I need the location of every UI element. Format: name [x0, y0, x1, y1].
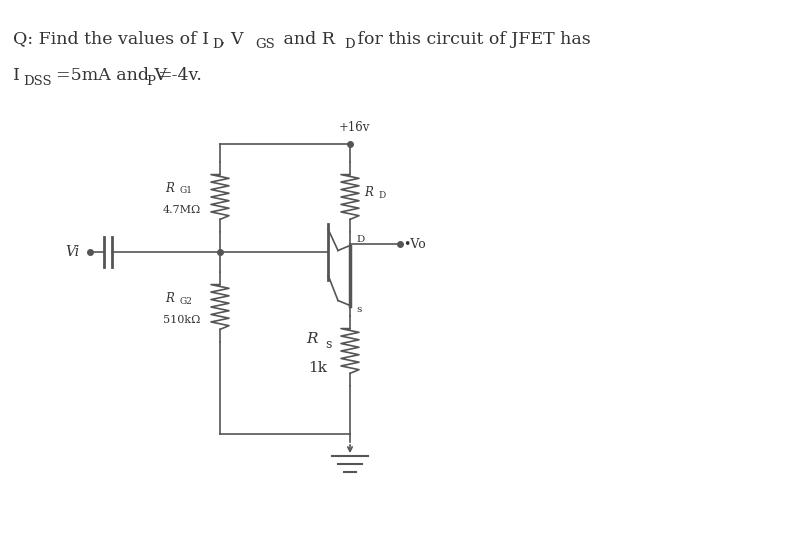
Text: G2: G2: [179, 296, 192, 305]
Text: R: R: [306, 332, 318, 346]
Text: DSS: DSS: [23, 75, 52, 89]
Text: 1k: 1k: [308, 361, 327, 375]
Text: GS: GS: [255, 38, 274, 52]
Text: •Vo: •Vo: [403, 238, 426, 250]
Text: G1: G1: [179, 187, 192, 196]
Text: for this circuit of JFET has: for this circuit of JFET has: [352, 30, 590, 48]
Text: D: D: [356, 235, 364, 244]
Text: D: D: [344, 38, 354, 52]
Text: , V: , V: [220, 30, 243, 48]
Text: Vi: Vi: [66, 245, 80, 259]
Text: D: D: [212, 38, 222, 52]
Text: I: I: [13, 68, 20, 85]
Text: D: D: [378, 192, 386, 201]
Text: R: R: [165, 182, 174, 194]
Text: P: P: [146, 75, 155, 89]
Text: R: R: [165, 291, 174, 305]
Text: =-4v.: =-4v.: [157, 68, 202, 85]
Text: Q: Find the values of I: Q: Find the values of I: [13, 30, 209, 48]
Text: R: R: [364, 187, 373, 199]
Text: =5mA and V: =5mA and V: [56, 68, 167, 85]
Text: 4.7MΩ: 4.7MΩ: [163, 205, 202, 215]
Text: and R: and R: [278, 30, 335, 48]
Text: s: s: [325, 337, 331, 351]
Text: s: s: [356, 305, 362, 315]
Text: 510kΩ: 510kΩ: [163, 315, 200, 325]
Text: +16v: +16v: [338, 121, 370, 134]
